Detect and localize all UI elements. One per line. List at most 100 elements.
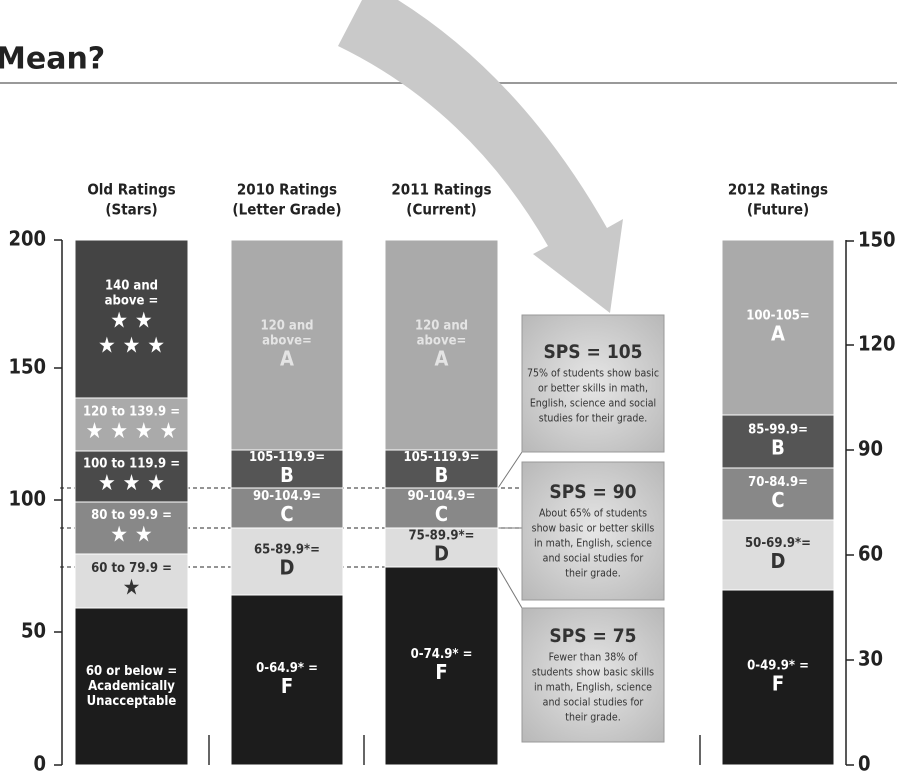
column-heading: (Letter Grade) — [232, 201, 341, 219]
segment-label: above = — [105, 294, 159, 309]
segment-label: A — [771, 321, 785, 345]
sps-title: SPS = 90 — [549, 481, 636, 503]
sps-text: their grade. — [565, 568, 621, 580]
segment-label: 120 to 139.9 = — [83, 404, 180, 419]
sps-text: studies for their grade. — [539, 413, 647, 425]
segment — [384, 487, 499, 529]
segment — [74, 607, 189, 766]
segment-label: 60 to 79.9 = — [91, 561, 172, 576]
segment-label: C — [771, 488, 784, 512]
segment — [74, 239, 189, 399]
stars: ★ — [123, 575, 141, 600]
stars: ★ ★ — [110, 522, 152, 547]
segment — [721, 519, 835, 591]
tick-label: 60 — [858, 542, 883, 566]
sps-title: SPS = 75 — [549, 625, 636, 647]
segment — [721, 239, 835, 416]
segment-label: F — [435, 660, 447, 684]
segment-label: above= — [262, 333, 312, 348]
sps-title: SPS = 105 — [543, 341, 642, 363]
column-heading: Old Ratings — [87, 181, 175, 199]
segment — [230, 449, 344, 489]
segment-label: B — [280, 463, 294, 487]
tick-label: 0 — [33, 752, 46, 771]
segment-label: 60 or below = — [86, 664, 177, 679]
segment — [721, 467, 835, 521]
arrow — [338, 0, 623, 313]
segment-label: 120 and — [260, 319, 313, 334]
stars: ★ ★ ★ — [98, 334, 165, 359]
segment-label: 105-119.9= — [403, 450, 479, 465]
segment — [384, 239, 499, 451]
segment — [230, 527, 344, 596]
segment-label: C — [280, 502, 293, 526]
tick-label: 150 — [8, 355, 46, 379]
segment-label: 75-89.9*= — [409, 529, 475, 544]
segment — [721, 414, 835, 469]
segment-label: D — [280, 555, 295, 579]
sps-text: and social studies for — [543, 553, 644, 565]
segment — [74, 397, 189, 452]
tick-label: 120 — [858, 332, 896, 356]
sps-text: show basic or better skills — [532, 523, 655, 535]
connectors — [497, 451, 523, 609]
tick-label: 50 — [21, 619, 46, 643]
sps-text: or better skills in math, — [538, 383, 648, 395]
sps-text: their grade. — [565, 712, 621, 724]
tick-label: 90 — [858, 437, 883, 461]
segment-label: 65-89.9*= — [254, 543, 320, 558]
separators — [208, 735, 701, 765]
segment-label: 70-84.9= — [748, 475, 808, 490]
sps-text: English, science and social — [530, 398, 656, 410]
segment-label: Unacceptable — [87, 694, 177, 709]
segment — [230, 487, 344, 529]
column-heading: 2012 Ratings — [728, 181, 828, 199]
segment-label: 105-119.9= — [249, 450, 325, 465]
sps-text: Fewer than 38% of — [549, 652, 638, 664]
title: Mean? — [0, 42, 105, 77]
segment-label: F — [281, 674, 293, 698]
segment-label: F — [772, 671, 784, 695]
segment-label: 120 and — [415, 319, 468, 334]
column-heading: (Stars) — [105, 201, 157, 219]
segment-label: B — [771, 435, 785, 459]
sps-box — [521, 314, 665, 453]
tick-label: 30 — [858, 647, 883, 671]
sps-text: in math, English, science — [534, 538, 652, 550]
segment — [384, 566, 499, 766]
tick-label: 0 — [858, 752, 871, 771]
segment — [384, 449, 499, 489]
segment-label: 50-69.9*= — [745, 536, 811, 551]
tick-label: 200 — [8, 227, 46, 251]
segment-label: 90-104.9= — [253, 489, 321, 504]
sps-text: in math, English, science — [534, 682, 652, 694]
segment-label: 140 and — [105, 279, 158, 294]
sps-text: students show basic skills — [532, 667, 654, 679]
segment-label: 100 to 119.9 = — [83, 456, 180, 471]
sps-box — [521, 607, 665, 743]
segment — [721, 589, 835, 766]
segment-label: Academically — [88, 679, 175, 694]
tick-label: 100 — [8, 487, 46, 511]
segment-label: A — [435, 346, 449, 370]
segment — [384, 527, 499, 568]
segment-label: 0-64.9* = — [256, 661, 318, 676]
column-heading: (Current) — [406, 201, 476, 219]
column-heading: (Future) — [747, 201, 809, 219]
segment-label: C — [435, 502, 448, 526]
sps-text: About 65% of students — [539, 508, 647, 520]
segment — [230, 594, 344, 766]
stars: ★ ★ ★ ★ — [86, 419, 178, 444]
segment-label: 90-104.9= — [408, 489, 476, 504]
segment-label: 100-105= — [746, 309, 809, 324]
stars: ★ ★ — [110, 308, 152, 333]
segment-label: 0-49.9* = — [747, 659, 809, 674]
segment-label: A — [280, 346, 294, 370]
sps-text: 75% of students show basic — [527, 368, 659, 380]
segment-label: 80 to 99.9 = — [91, 508, 172, 523]
segment — [74, 553, 189, 609]
sps-box — [521, 461, 665, 601]
segment — [230, 239, 344, 451]
stars: ★ ★ ★ — [98, 471, 165, 496]
